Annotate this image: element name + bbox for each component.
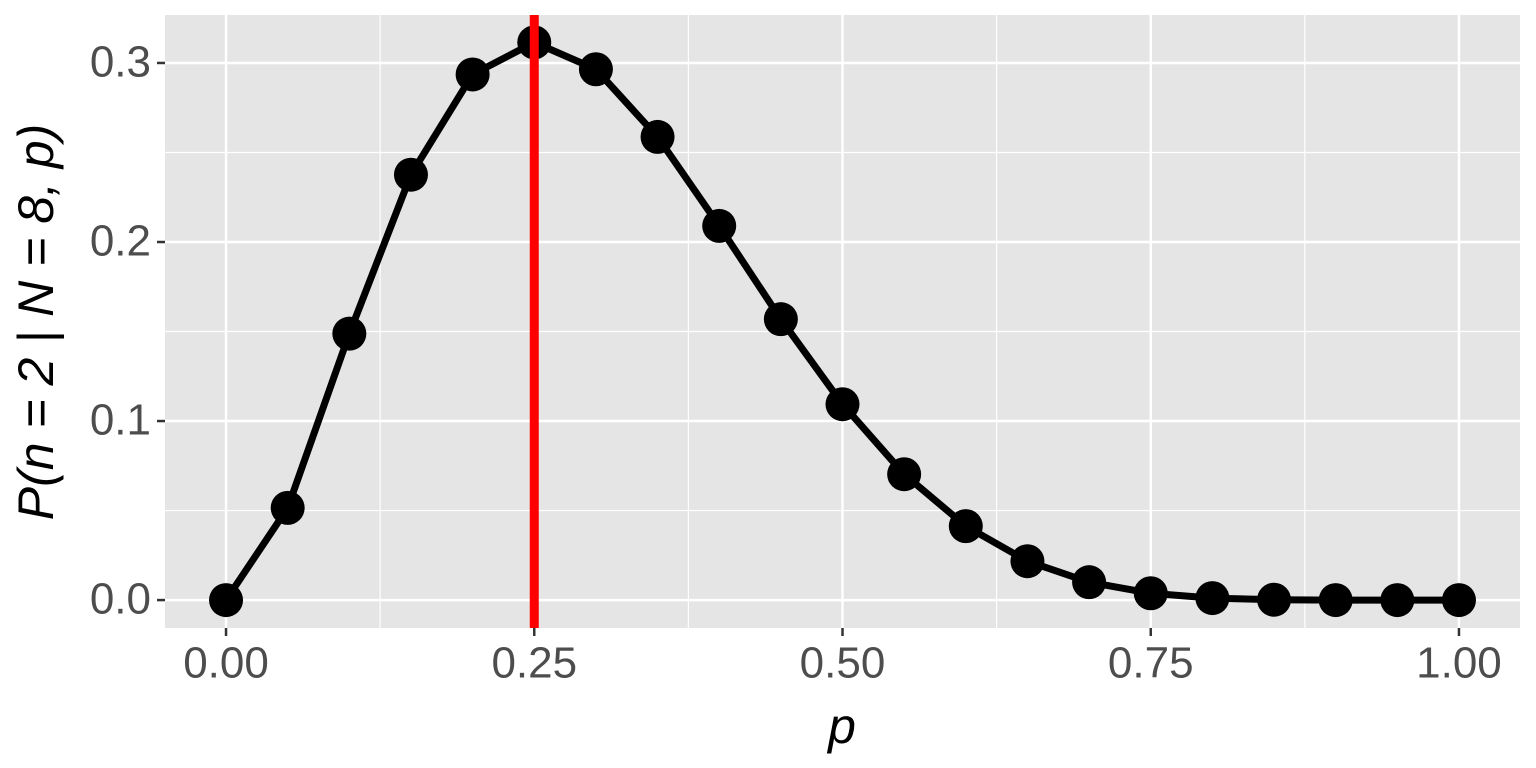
x-tick-label: 1.00	[1416, 639, 1502, 688]
data-point	[270, 490, 305, 525]
x-tick-label: 0.00	[183, 639, 269, 688]
data-point	[1318, 583, 1353, 618]
data-point	[702, 208, 737, 243]
data-point	[1380, 583, 1415, 618]
data-point	[1133, 576, 1168, 611]
x-axis-title: p	[826, 698, 856, 754]
data-point	[887, 457, 922, 492]
data-point	[948, 509, 983, 544]
data-point	[209, 583, 244, 618]
data-point	[1072, 565, 1107, 600]
data-point	[763, 302, 798, 337]
x-tick-label: 0.25	[491, 639, 577, 688]
y-tick-label: 0.1	[90, 396, 151, 445]
data-point	[825, 387, 860, 422]
data-point	[1195, 581, 1230, 616]
data-point	[393, 157, 428, 192]
y-tick-label: 0.3	[90, 38, 151, 87]
data-point	[1010, 544, 1045, 579]
data-point	[578, 52, 613, 87]
y-axis-title: P(n = 2 | N = 8, p)	[8, 124, 65, 521]
x-tick-label: 0.50	[800, 639, 886, 688]
y-tick-label: 0.2	[90, 217, 151, 266]
data-point	[1257, 582, 1292, 617]
data-point	[455, 57, 490, 92]
y-tick-label: 0.0	[90, 575, 151, 624]
data-point	[1441, 583, 1476, 618]
data-point	[640, 119, 675, 154]
x-tick-label: 0.75	[1108, 639, 1194, 688]
data-point	[332, 316, 367, 351]
